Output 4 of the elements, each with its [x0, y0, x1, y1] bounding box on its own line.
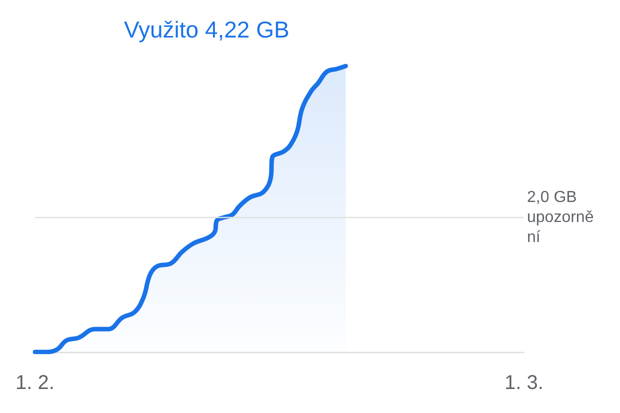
x-tick-label: 1. 3.	[504, 372, 544, 394]
ref-line-label: 2,0 GB upozornění	[527, 189, 594, 246]
chart-title: Využito 4,22 GB	[124, 16, 290, 42]
x-tick-label: 1. 2.	[16, 372, 54, 394]
